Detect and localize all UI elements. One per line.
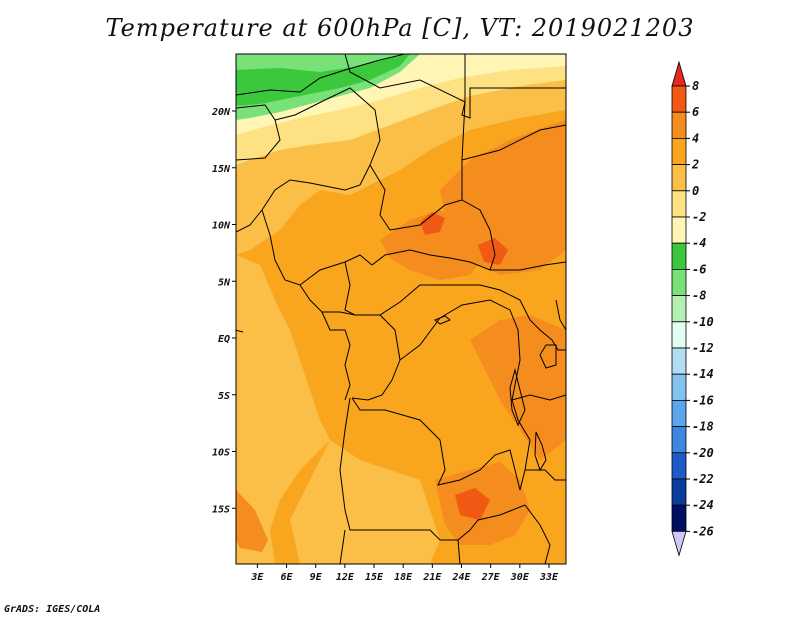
lon-tick-label: 3E bbox=[250, 572, 264, 583]
colorbar-swatch bbox=[671, 426, 687, 454]
lon-tick-label: 6E bbox=[281, 572, 294, 583]
colorbar-swatch bbox=[671, 399, 687, 427]
colorbar-swatch bbox=[671, 190, 687, 218]
lat-tick-label: 15N bbox=[212, 164, 231, 175]
latitude-axis: 20N 15N 10N 5N EQ 5S 10S 15S bbox=[211, 107, 236, 515]
colorbar-label: -18 bbox=[692, 420, 714, 434]
lat-tick-label: 10N bbox=[212, 221, 231, 232]
colorbar-label: -24 bbox=[692, 498, 714, 512]
lon-tick-label: 27E bbox=[481, 572, 501, 583]
colorbar-swatch bbox=[671, 504, 687, 532]
colorbar-label: -10 bbox=[692, 315, 714, 329]
lon-tick-label: 9E bbox=[310, 572, 323, 583]
lat-tick-label: 10S bbox=[212, 448, 230, 459]
field-6-8-c bbox=[455, 488, 490, 520]
field-4-6-southwest bbox=[236, 490, 268, 552]
colorbar-swatch bbox=[671, 242, 687, 270]
colorbar-label: -16 bbox=[692, 393, 714, 407]
political-borders bbox=[236, 54, 566, 564]
lat-tick-label: 15S bbox=[212, 504, 230, 515]
colorbar-swatch bbox=[671, 268, 687, 296]
colorbar-swatch bbox=[671, 85, 687, 113]
colorbar-swatch bbox=[671, 347, 687, 375]
lon-tick-label: 21E bbox=[422, 572, 442, 583]
colorbar-swatch bbox=[671, 164, 687, 192]
field-0-2-south bbox=[290, 440, 440, 564]
lon-tick-label: 15E bbox=[365, 572, 384, 583]
field-6-8-b bbox=[478, 238, 508, 265]
lat-tick-label: EQ bbox=[218, 334, 230, 345]
colorbar-swatch bbox=[671, 373, 687, 401]
colorbar-swatch bbox=[671, 216, 687, 244]
colorbar-bottom-arrow bbox=[671, 531, 687, 557]
colorbar-label: -12 bbox=[692, 341, 714, 355]
colorbar-label: 4 bbox=[692, 131, 699, 145]
colorbar-label: -20 bbox=[692, 446, 714, 460]
chart-title: Temperature at 600hPa [C], VT: 201902120… bbox=[105, 14, 695, 42]
map-plot-area bbox=[236, 54, 566, 564]
lon-tick-label: 30E bbox=[510, 572, 530, 583]
field-m6-m4 bbox=[236, 54, 410, 106]
colorbar-label: -8 bbox=[692, 289, 706, 303]
colorbar-label: 8 bbox=[692, 79, 699, 93]
field-6-8-a bbox=[420, 212, 445, 235]
lat-tick-label: 20N bbox=[211, 107, 231, 118]
colorbar-label: -2 bbox=[692, 210, 706, 224]
lon-tick-label: 24E bbox=[451, 572, 471, 583]
lat-tick-label: 5N bbox=[218, 277, 231, 288]
colorbar-swatch bbox=[671, 111, 687, 139]
field-0-2-west bbox=[236, 255, 330, 564]
lat-tick-label: 5S bbox=[218, 391, 230, 402]
colorbar-label: -6 bbox=[692, 262, 706, 276]
lon-tick-label: 33E bbox=[539, 572, 559, 583]
colorbar-label: 0 bbox=[692, 184, 699, 198]
colorbar-label: -4 bbox=[692, 236, 706, 250]
colorbar-top-arrow bbox=[671, 60, 687, 87]
longitude-axis: 3E 6E 9E 12E 15E 18E 21E 24E 27E 30E 33E bbox=[250, 564, 559, 583]
colorbar-label: -14 bbox=[692, 367, 714, 381]
colorbar-label: 6 bbox=[692, 105, 699, 119]
colorbar-swatch bbox=[671, 137, 687, 165]
colorbar-label: -26 bbox=[692, 524, 714, 538]
colorbar-label: -22 bbox=[692, 472, 714, 486]
lon-tick-label: 18E bbox=[394, 572, 413, 583]
colorbar: 8 6 4 2 0 -2 -4 -6 -8 -10 -12 -14 -16 -18 -20 -22 -24 -26 bbox=[671, 60, 714, 557]
map-frame bbox=[235, 53, 567, 565]
colorbar-label: 2 bbox=[691, 158, 699, 172]
colorbar-swatch bbox=[671, 295, 687, 323]
colorbar-swatch bbox=[671, 321, 687, 349]
credit-text: GrADS: IGES/COLA bbox=[4, 604, 101, 615]
colorbar-swatch bbox=[671, 478, 687, 506]
lon-tick-label: 12E bbox=[336, 572, 355, 583]
colorbar-swatch bbox=[671, 452, 687, 480]
